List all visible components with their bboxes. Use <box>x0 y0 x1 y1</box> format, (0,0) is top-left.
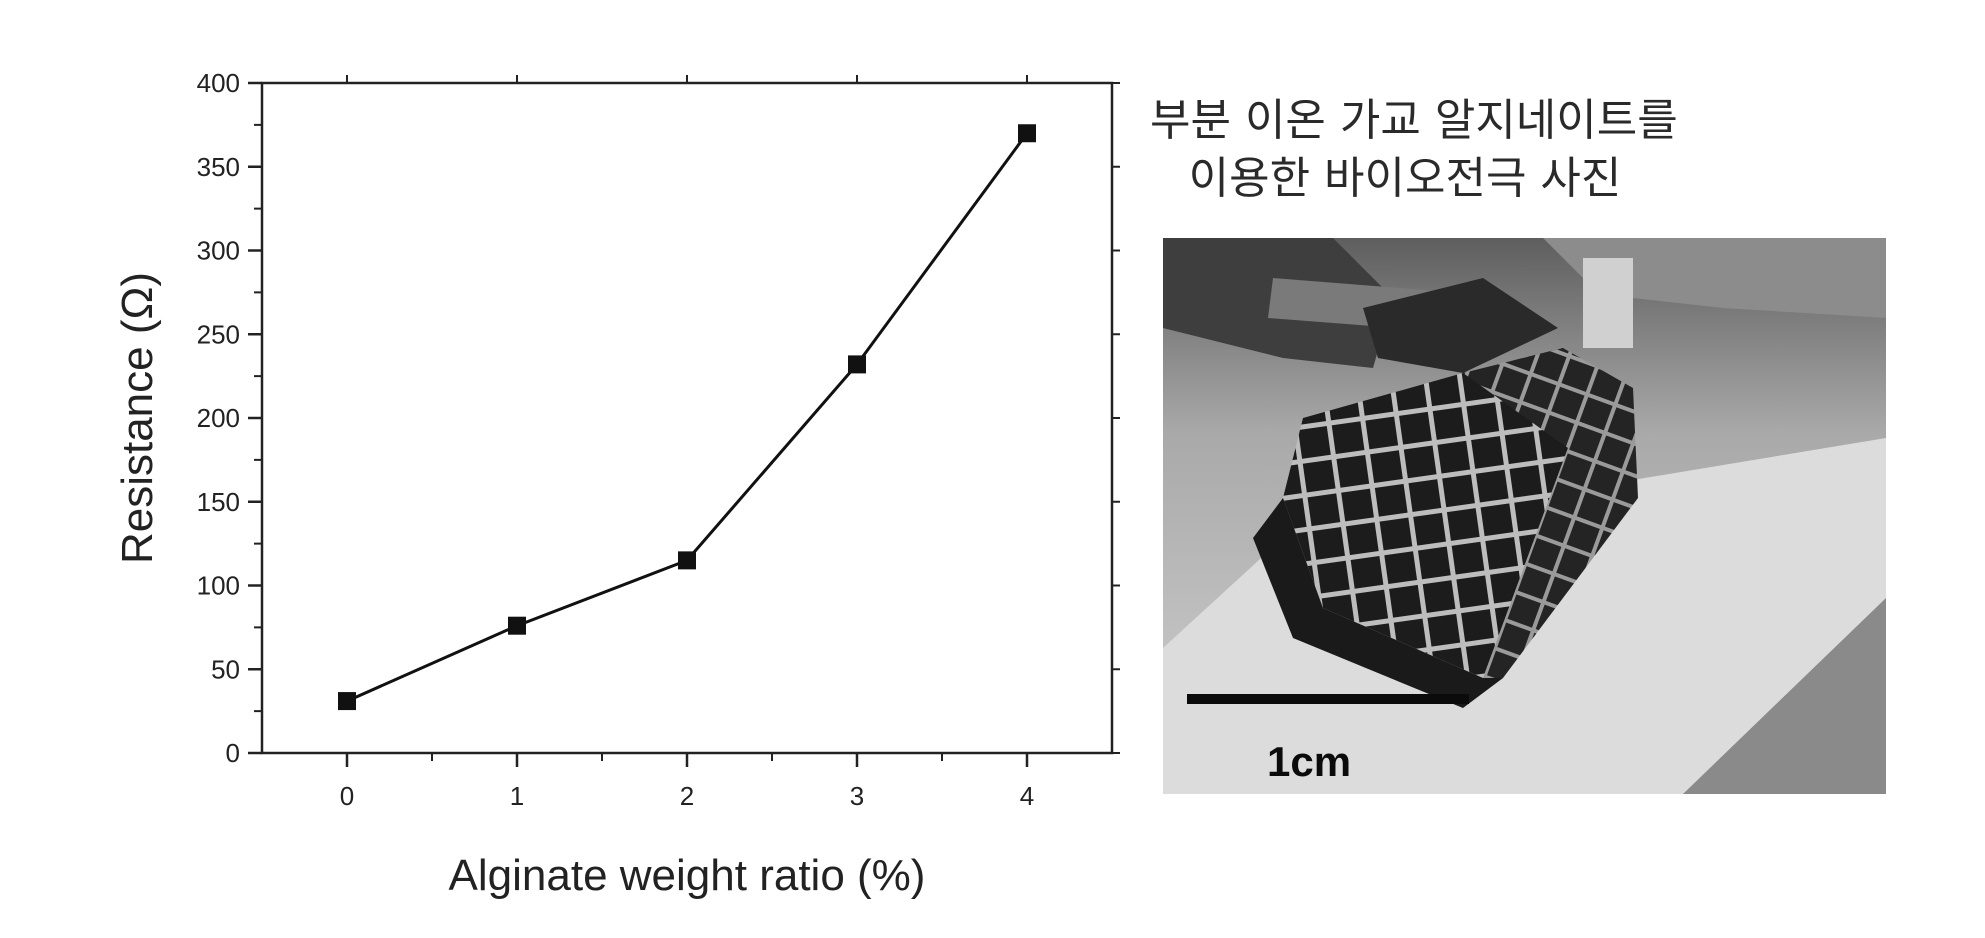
data-point <box>338 692 356 711</box>
photo-substrate-edge <box>1683 598 1886 794</box>
bioelectrode-photo: 1cm <box>1163 238 1886 794</box>
x-tick-label: 3 <box>850 781 864 811</box>
x-axis: 0 1 2 3 4 <box>340 75 1034 811</box>
scale-bar-label: 1cm <box>1267 738 1352 785</box>
x-axis-title: Alginate weight ratio (%) <box>449 851 926 900</box>
photo-caption: 부분 이온 가교 알지네이트를 이용한 바이오전극 사진 <box>1150 92 1678 208</box>
y-tick-label: 250 <box>197 319 240 349</box>
bioelectrode-photo-drawing <box>1163 238 1886 794</box>
data-point <box>1018 124 1036 143</box>
y-tick-label: 150 <box>197 487 240 517</box>
y-tick-label: 100 <box>197 571 240 601</box>
scaffold-side <box>1463 348 1638 678</box>
x-tick-label: 1 <box>510 781 524 811</box>
photo-caption-line-2: 이용한 바이오전극 사진 <box>1188 153 1622 204</box>
series-layer <box>338 124 1036 711</box>
scaffold-top <box>1363 278 1558 373</box>
series-line <box>346 132 1029 703</box>
scaffold-base <box>1253 498 1503 708</box>
y-tick-label: 0 <box>226 738 240 768</box>
y-tick-label: 350 <box>197 152 240 182</box>
scaffold-front <box>1283 348 1568 678</box>
plot-frame <box>260 81 1114 755</box>
y-tick-label: 400 <box>197 68 240 98</box>
data-point <box>508 616 526 635</box>
x-tick-label: 0 <box>340 781 354 811</box>
x-tick-label: 2 <box>680 781 694 811</box>
photo-caption-line-1: 부분 이온 가교 알지네이트를 <box>1150 95 1678 146</box>
y-axis: 0 50 100 150 200 250 300 350 400 <box>197 68 1120 768</box>
y-axis-title: Resistance (Ω) <box>113 272 162 564</box>
scale-bar <box>1187 694 1469 704</box>
data-point <box>678 551 696 570</box>
y-tick-label: 50 <box>211 654 240 684</box>
data-point <box>848 355 866 374</box>
photo-fixture-post <box>1583 258 1633 348</box>
x-tick-label: 4 <box>1020 781 1034 811</box>
y-tick-label: 200 <box>197 403 240 433</box>
y-tick-label: 300 <box>197 236 240 266</box>
